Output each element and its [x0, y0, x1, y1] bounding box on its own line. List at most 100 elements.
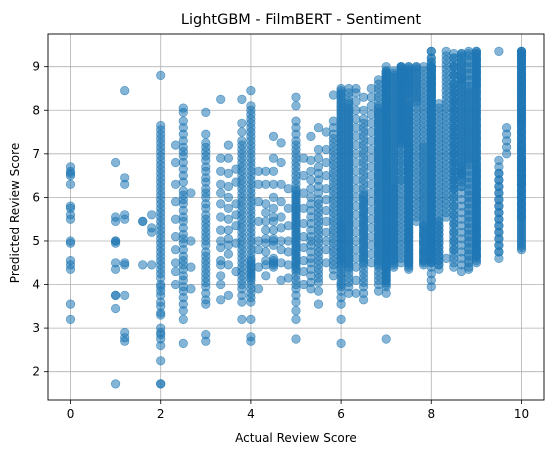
- scatter-point: [186, 262, 196, 272]
- scatter-point: [441, 46, 451, 57]
- scatter-point: [502, 123, 512, 133]
- scatter-point: [419, 177, 429, 187]
- scatter-point: [336, 236, 346, 246]
- scatter-point: [449, 162, 459, 172]
- scatter-point: [419, 247, 429, 257]
- scatter-point: [283, 236, 293, 246]
- scatter-point: [171, 245, 181, 255]
- scatter-point: [156, 356, 166, 366]
- scatter-point: [171, 157, 181, 168]
- scatter-point: [120, 327, 130, 338]
- scatter-point: [268, 253, 279, 263]
- scatter-point: [216, 153, 226, 163]
- scatter-point: [336, 253, 346, 263]
- scatter-point: [261, 199, 271, 209]
- scatter-point: [283, 221, 293, 231]
- scatter-point: [216, 225, 226, 235]
- scatter-point: [171, 179, 181, 189]
- scatter-point: [156, 323, 166, 333]
- scatter-point: [359, 105, 369, 115]
- scatter-point: [328, 90, 339, 100]
- scatter-point: [237, 127, 247, 137]
- scatter-point: [313, 144, 324, 155]
- scatter-point: [381, 334, 391, 344]
- scatter-point: [419, 151, 429, 161]
- scatter-point: [223, 290, 233, 301]
- scatter-point: [336, 271, 346, 281]
- scatter-point: [419, 160, 429, 170]
- scatter-point: [283, 247, 293, 257]
- scatter-point: [110, 157, 121, 168]
- y-tick-label: 4: [32, 278, 40, 292]
- scatter-point: [351, 275, 361, 285]
- scatter-point: [291, 116, 301, 126]
- scatter-point: [268, 203, 279, 213]
- scatter-point: [328, 116, 339, 126]
- scatter-point: [186, 236, 196, 246]
- scatter-point: [261, 208, 271, 218]
- scatter-point: [516, 153, 527, 163]
- x-tick-label: 10: [514, 407, 529, 421]
- scatter-point: [110, 212, 121, 222]
- scatter-point: [283, 273, 293, 283]
- scatter-point: [216, 256, 226, 266]
- scatter-point: [223, 249, 233, 259]
- scatter-point: [223, 203, 233, 213]
- scatter-point: [268, 153, 279, 163]
- scatter-point: [147, 260, 157, 270]
- scatter-point: [419, 142, 429, 152]
- scatter-point: [449, 70, 459, 80]
- scatter-point: [449, 192, 459, 202]
- scatter-points: [65, 46, 527, 389]
- scatter-point: [65, 162, 76, 172]
- y-tick-label: 9: [32, 60, 40, 74]
- x-tick-label: 2: [157, 407, 165, 421]
- scatter-point: [449, 227, 459, 237]
- scatter-point: [261, 216, 271, 226]
- scatter-point: [120, 85, 130, 96]
- scatter-point: [336, 314, 346, 325]
- scatter-point: [156, 379, 166, 389]
- scatter-point: [186, 284, 196, 294]
- scatter-point: [404, 88, 414, 98]
- scatter-point: [449, 144, 459, 155]
- scatter-point: [494, 155, 504, 165]
- scatter-point: [449, 118, 459, 128]
- scatter-point: [178, 338, 188, 349]
- scatter-point: [110, 303, 121, 314]
- scatter-point: [223, 140, 233, 150]
- scatter-point: [449, 101, 459, 111]
- scatter-point: [449, 127, 459, 137]
- scatter-point: [147, 210, 157, 220]
- scatter-point: [276, 212, 286, 222]
- scatter-point: [147, 223, 157, 233]
- scatter-point: [120, 290, 130, 301]
- scatter-point: [516, 171, 527, 181]
- scatter-point: [110, 236, 121, 246]
- scatter-point: [449, 236, 459, 246]
- scatter-point: [261, 247, 271, 257]
- scatter-point: [276, 138, 286, 148]
- scatter-point: [65, 314, 76, 325]
- scatter-point: [216, 166, 226, 176]
- scatter-point: [336, 245, 346, 255]
- scatter-point: [276, 157, 286, 168]
- scatter-point: [65, 236, 76, 246]
- scatter-point: [120, 210, 130, 220]
- scatter-point: [201, 129, 211, 139]
- scatter-point: [449, 53, 459, 63]
- scatter-point: [138, 216, 148, 226]
- scatter-point: [336, 279, 346, 290]
- scatter-point: [120, 258, 130, 268]
- scatter-point: [223, 192, 233, 202]
- scatter-point: [268, 225, 279, 235]
- scatter-point: [419, 212, 429, 222]
- scatter-point: [223, 260, 233, 270]
- scatter-point: [449, 92, 459, 102]
- scatter-point: [359, 114, 369, 124]
- x-axis-ticks: 0 2 4 6 8 10: [67, 400, 529, 421]
- scatter-point: [313, 123, 324, 133]
- scatter-point: [216, 279, 226, 290]
- y-tick-label: 8: [32, 103, 40, 117]
